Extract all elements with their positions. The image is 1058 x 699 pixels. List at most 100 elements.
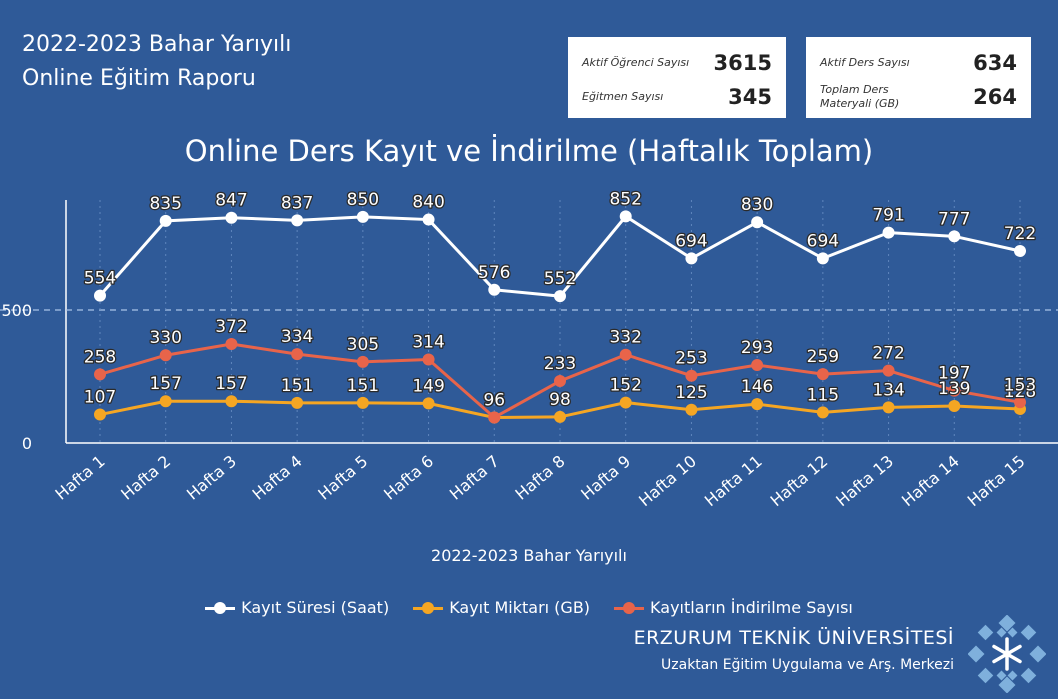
data-label: 139 (938, 379, 970, 399)
data-point (1014, 396, 1026, 409)
data-point (948, 384, 961, 397)
student-stats-card: Aktif Öğrenci Sayısı 3615 Eğitmen Sayısı… (568, 37, 786, 118)
chart-legend: Kayıt Süresi (Saat) Kayıt Miktarı (GB) Kay… (0, 598, 1058, 617)
data-point (225, 211, 238, 224)
data-point (488, 283, 501, 296)
legend-item: Kayıtların İndirilme Sayısı (614, 598, 853, 617)
data-label: 149 (412, 376, 444, 396)
materials-row: Toplam Ders Materyali (GB) 264 (820, 80, 1017, 114)
data-label: 258 (84, 347, 116, 367)
data-label: 96 (483, 390, 505, 410)
center-name: Uzaktan Eğitim Uygulama ve Arş. Merkezi (661, 657, 954, 673)
data-label: 847 (215, 191, 247, 211)
data-label: 151 (347, 376, 379, 396)
y-tick-label: 0 (22, 434, 32, 453)
data-label: 125 (675, 383, 707, 403)
legend-label: Kayıtların İndirilme Sayısı (650, 598, 853, 617)
x-tick-label: Hafta 14 (898, 452, 963, 511)
data-label: 554 (84, 269, 116, 289)
legend-marker-icon (614, 601, 645, 614)
data-point (948, 400, 961, 413)
data-point (291, 396, 304, 409)
data-label: 305 (347, 335, 379, 355)
data-point (685, 252, 698, 265)
data-point (225, 338, 238, 351)
legend-marker-icon (413, 601, 444, 614)
data-label: 128 (1004, 382, 1036, 402)
instructors-value: 345 (728, 85, 772, 109)
data-label: 694 (675, 231, 707, 251)
data-label: 253 (675, 349, 707, 369)
data-point (291, 214, 304, 227)
data-point (356, 396, 369, 409)
x-tick-label: Hafta 6 (380, 452, 437, 504)
data-point (751, 216, 764, 229)
data-label: 835 (149, 194, 181, 214)
data-point (94, 368, 106, 381)
data-label: 153 (1004, 375, 1036, 395)
data-label: 852 (609, 189, 641, 209)
data-point (554, 410, 566, 423)
x-tick-label: Hafta 11 (701, 452, 766, 511)
data-point (882, 226, 895, 239)
data-point (356, 355, 369, 368)
data-point (816, 252, 829, 265)
x-tick-label: Hafta 10 (635, 452, 700, 511)
legend-item: Kayıt Süresi (Saat) (205, 598, 389, 617)
course-stats-card: Aktif Ders Sayısı 634 Toplam Ders Matery… (806, 37, 1031, 118)
x-tick-label: Hafta 12 (767, 452, 832, 511)
data-point (948, 230, 961, 243)
data-label: 259 (807, 347, 839, 367)
data-point (619, 210, 632, 223)
data-point (751, 359, 764, 372)
report-title-line1: 2022-2023 Bahar Yarıyılı (22, 32, 292, 57)
data-point (159, 349, 172, 362)
materials-label: Toplam Ders Materyali (GB) (820, 83, 899, 111)
data-label: 96 (483, 390, 505, 410)
data-point (816, 406, 829, 419)
data-point (422, 397, 435, 410)
data-point (94, 408, 106, 421)
x-tick-label: Hafta 2 (117, 452, 174, 504)
y-tick-label: 500 (1, 301, 32, 320)
data-point (291, 348, 304, 361)
data-label: 233 (544, 354, 576, 374)
data-label: 722 (1004, 224, 1036, 244)
active-courses-value: 634 (973, 51, 1017, 75)
data-point (356, 210, 369, 223)
data-label: 837 (281, 193, 313, 213)
x-axis-title: 2022-2023 Bahar Yarıyılı (431, 546, 627, 565)
data-point (619, 348, 632, 361)
legend-label: Kayıt Miktarı (GB) (449, 598, 591, 617)
data-point (816, 368, 829, 381)
data-label: 134 (872, 380, 904, 400)
x-tick-label: Hafta 4 (249, 452, 306, 504)
data-label: 332 (609, 328, 641, 348)
chart-title: Online Ders Kayıt ve İndirilme (Haftalık… (184, 134, 874, 168)
data-point (619, 396, 632, 409)
materials-value: 264 (973, 85, 1017, 109)
x-tick-label: Hafta 8 (512, 452, 569, 504)
data-label: 151 (281, 376, 313, 396)
data-label: 272 (872, 344, 904, 364)
data-label: 334 (281, 327, 313, 347)
data-label: 98 (549, 390, 571, 410)
legend-item: Kayıt Miktarı (GB) (413, 598, 590, 617)
data-label: 850 (347, 190, 379, 210)
active-courses-row: Aktif Ders Sayısı 634 (820, 46, 1017, 80)
report-title-line2: Online Eğitim Raporu (22, 66, 256, 91)
data-point (94, 289, 106, 302)
data-point (685, 403, 698, 416)
data-label: 372 (215, 317, 247, 337)
data-point (882, 401, 895, 414)
data-label: 314 (412, 332, 444, 352)
active-students-value: 3615 (713, 51, 772, 75)
data-point (225, 395, 238, 408)
active-students-label: Aktif Öğrenci Sayısı (582, 56, 690, 69)
data-label: 791 (872, 206, 904, 226)
data-point (554, 290, 566, 303)
data-label: 293 (741, 338, 773, 358)
x-tick-label: Hafta 5 (314, 452, 371, 504)
data-point (488, 411, 501, 424)
